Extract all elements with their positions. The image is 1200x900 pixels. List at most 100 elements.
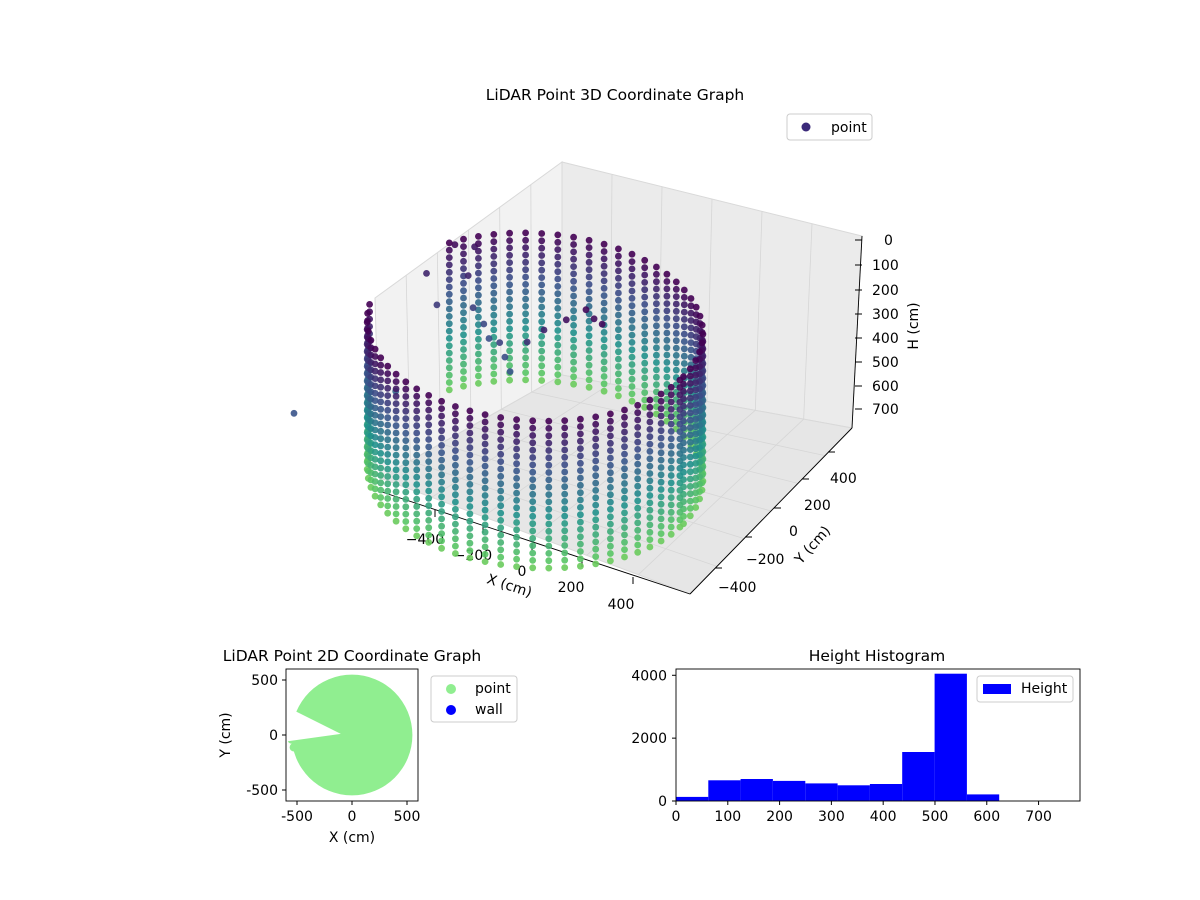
- point-3d: [692, 393, 700, 401]
- point-3d: [460, 324, 467, 331]
- point-3d: [545, 447, 553, 454]
- point-3d: [646, 514, 654, 521]
- point-3d: [538, 252, 546, 259]
- point-3d: [663, 292, 671, 300]
- point-3d: [672, 352, 680, 359]
- point-3d: [686, 424, 694, 431]
- point-3d: [561, 542, 569, 549]
- point-3d: [607, 535, 614, 543]
- point-3d: [402, 378, 410, 386]
- legend-hist: Height: [976, 675, 1074, 703]
- point-3d: [513, 555, 520, 563]
- point-3d: [585, 332, 593, 340]
- z-tick-label: 400: [872, 331, 899, 347]
- point-3d: [663, 300, 671, 307]
- point-3d: [667, 530, 675, 538]
- point-3d: [634, 534, 642, 541]
- point-3d: [592, 487, 600, 494]
- point-3d: [653, 293, 660, 300]
- point-3d: [657, 442, 665, 449]
- point-3d: [392, 466, 400, 474]
- point-3d: [392, 488, 400, 496]
- point-3d: [634, 468, 642, 475]
- point-3d: [663, 344, 671, 352]
- histogram-bars: [676, 673, 1000, 801]
- point-3d: [364, 309, 371, 317]
- point-3d: [621, 450, 628, 458]
- point-3d: [561, 476, 569, 483]
- y-tick-label: 4000: [631, 668, 667, 684]
- point-3d: [607, 461, 614, 469]
- point-3d: [438, 508, 445, 515]
- point-3d: [438, 405, 445, 412]
- point-3d: [384, 495, 392, 502]
- point-3d: [554, 297, 562, 305]
- point-3d: [529, 527, 537, 535]
- point-3d: [438, 486, 445, 493]
- point-3d: [529, 557, 537, 564]
- point-3d: [513, 541, 520, 548]
- point-3d: [513, 430, 520, 438]
- y-tick-label: 500: [251, 673, 278, 689]
- point-3d: [621, 458, 628, 465]
- grid-line: [405, 275, 411, 461]
- point-3d: [529, 505, 537, 513]
- point-3d: [384, 406, 392, 414]
- point-3d: [628, 250, 636, 258]
- point-3d: [371, 382, 379, 390]
- point-3d: [522, 332, 529, 340]
- point-3d: [621, 443, 628, 451]
- point-3d: [641, 293, 649, 301]
- point-3d: [425, 399, 433, 407]
- point-3d: [413, 429, 421, 437]
- legend-label-point: point: [475, 681, 511, 697]
- point-3d: [413, 525, 421, 532]
- point-3d: [607, 484, 614, 491]
- point-3d: [570, 292, 577, 300]
- point-3d: [641, 286, 649, 294]
- point-3d: [667, 435, 675, 443]
- point-3d: [653, 329, 660, 337]
- point-3d: [585, 281, 593, 288]
- point-3d: [460, 375, 467, 383]
- point-3d: [497, 561, 505, 568]
- chart-histogram: Height Histogram 0 100 200 300 400 500 600 700 …: [631, 647, 1081, 825]
- point-3d: [554, 319, 562, 327]
- point-3d: [621, 531, 628, 539]
- point-3d: [600, 270, 608, 277]
- point-3d: [392, 429, 400, 437]
- point-3d: [641, 279, 649, 286]
- point-3d: [466, 451, 474, 459]
- point-3d: [600, 336, 608, 344]
- point-3d: [466, 525, 474, 532]
- point-3d: [497, 509, 505, 517]
- point-3d: [628, 375, 636, 383]
- point-3d: [646, 418, 654, 426]
- point-3d: [698, 321, 706, 329]
- point-3d: [692, 408, 700, 416]
- point-3d: [663, 351, 671, 359]
- point-3d: [545, 461, 553, 469]
- point-3d: [452, 447, 459, 454]
- point-3d: [522, 236, 529, 244]
- point-3d: [641, 381, 649, 389]
- point-3d: [384, 473, 392, 480]
- point-3d: [657, 412, 665, 420]
- point-3d: [561, 556, 569, 564]
- point-3d: [413, 400, 421, 407]
- point-3d: [497, 531, 505, 539]
- point-3d: [460, 346, 467, 353]
- y-axis-label-2d: Y (cm): [218, 712, 234, 758]
- point-3d: [490, 355, 498, 363]
- point-3d: [538, 355, 546, 362]
- point-3d: [570, 336, 577, 344]
- point-3d: [628, 397, 636, 405]
- point-3d: [402, 503, 410, 511]
- point-3d: [663, 278, 671, 285]
- point-3d: [529, 424, 537, 432]
- point-3d: [475, 380, 482, 387]
- point-3d: [621, 494, 628, 502]
- point-3d: [371, 411, 379, 419]
- point-3d: [577, 562, 584, 570]
- point-3d: [425, 465, 433, 473]
